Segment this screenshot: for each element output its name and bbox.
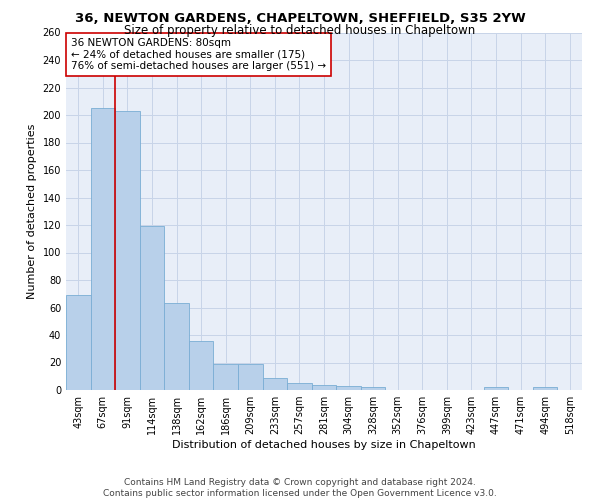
Text: 36 NEWTON GARDENS: 80sqm
← 24% of detached houses are smaller (175)
76% of semi-: 36 NEWTON GARDENS: 80sqm ← 24% of detach… xyxy=(71,38,326,71)
Bar xyxy=(189,340,214,390)
X-axis label: Distribution of detached houses by size in Chapeltown: Distribution of detached houses by size … xyxy=(172,440,476,450)
Text: Size of property relative to detached houses in Chapeltown: Size of property relative to detached ho… xyxy=(124,24,476,37)
Bar xyxy=(336,386,361,390)
Bar xyxy=(263,378,287,390)
Bar xyxy=(214,364,238,390)
Bar xyxy=(91,108,115,390)
Bar xyxy=(66,295,91,390)
Y-axis label: Number of detached properties: Number of detached properties xyxy=(27,124,37,299)
Bar xyxy=(140,226,164,390)
Bar xyxy=(287,383,312,390)
Bar xyxy=(312,384,336,390)
Bar xyxy=(238,364,263,390)
Text: 36, NEWTON GARDENS, CHAPELTOWN, SHEFFIELD, S35 2YW: 36, NEWTON GARDENS, CHAPELTOWN, SHEFFIEL… xyxy=(74,12,526,24)
Bar xyxy=(164,304,189,390)
Bar xyxy=(484,387,508,390)
Bar xyxy=(115,111,140,390)
Bar xyxy=(533,387,557,390)
Text: Contains HM Land Registry data © Crown copyright and database right 2024.
Contai: Contains HM Land Registry data © Crown c… xyxy=(103,478,497,498)
Bar xyxy=(361,387,385,390)
